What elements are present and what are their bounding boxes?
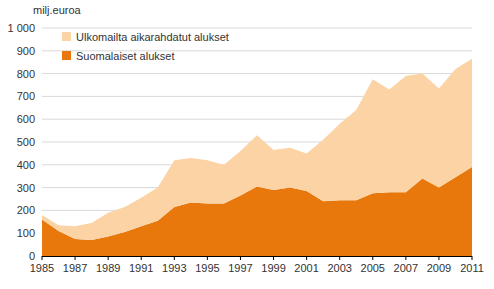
- x-tick: [174, 256, 175, 260]
- legend-swatch: [62, 51, 71, 60]
- x-tick: [42, 256, 43, 260]
- x-tick-label: 1999: [261, 262, 285, 274]
- x-tick-label: 2001: [294, 262, 318, 274]
- y-axis-label: milj.euroa: [33, 4, 82, 16]
- x-tick-label: 1989: [96, 262, 120, 274]
- legend-label: Ulkomailta aikarahdatut alukset: [76, 31, 229, 43]
- x-tick-label: 1985: [30, 262, 54, 274]
- areas: [42, 59, 472, 256]
- chart: 0 100 200 300 400 500 600 700 800 900 1 000 milj.eu…: [0, 0, 494, 289]
- y-tick-label: 300: [17, 182, 35, 194]
- x-tick-label: 2011: [460, 262, 484, 274]
- y-tick-label: 400: [17, 159, 35, 171]
- x-tick-label: 1997: [228, 262, 252, 274]
- x-tick-label: 1987: [63, 262, 87, 274]
- x-tick: [273, 256, 274, 260]
- x-tick: [240, 256, 241, 260]
- legend-swatch: [62, 32, 71, 41]
- x-tick: [372, 256, 373, 260]
- legend-label: Suomalaiset alukset: [76, 50, 174, 62]
- y-tick-label: 1 000: [7, 22, 35, 34]
- y-tick-label: 100: [17, 227, 35, 239]
- y-tick-label: 500: [17, 136, 35, 148]
- y-tick-label: 800: [17, 68, 35, 80]
- x-tick-label: 1995: [195, 262, 219, 274]
- x-tick-label: 2007: [394, 262, 418, 274]
- grid-line: [42, 28, 472, 29]
- y-tick-label: 900: [17, 45, 35, 57]
- y-tick-label: 0: [29, 250, 35, 262]
- x-tick-label: 2003: [327, 262, 351, 274]
- x-tick-label: 1991: [129, 262, 153, 274]
- y-tick-label: 700: [17, 90, 35, 102]
- x-tick: [75, 256, 76, 260]
- x-tick: [339, 256, 340, 260]
- x-tick: [472, 256, 473, 260]
- x-tick: [108, 256, 109, 260]
- x-tick: [207, 256, 208, 260]
- x-tick: [141, 256, 142, 260]
- x-tick: [405, 256, 406, 260]
- x-tick-label: 1993: [162, 262, 186, 274]
- y-tick-label: 200: [17, 204, 35, 216]
- x-tick: [306, 256, 307, 260]
- y-tick-label: 600: [17, 113, 35, 125]
- x-axis: [42, 256, 472, 257]
- area: [42, 59, 472, 240]
- grid-line: [42, 73, 472, 74]
- x-tick-label: 2005: [361, 262, 385, 274]
- x-tick-label: 2009: [427, 262, 451, 274]
- x-tick: [438, 256, 439, 260]
